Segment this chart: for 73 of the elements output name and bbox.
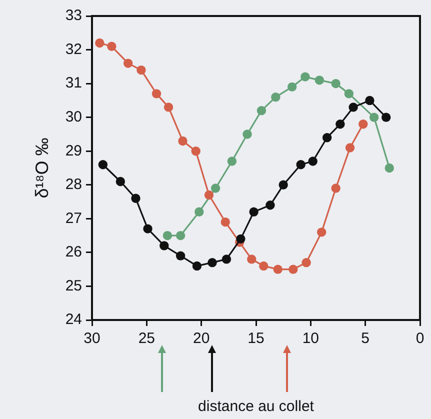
point [249, 207, 258, 217]
point [192, 261, 202, 271]
point [296, 160, 306, 170]
point [308, 156, 318, 166]
point [176, 251, 186, 260]
point [266, 200, 275, 210]
point [242, 130, 252, 139]
point [344, 89, 354, 98]
point [143, 224, 152, 234]
point [322, 133, 332, 142]
point [131, 194, 140, 203]
point [160, 241, 169, 250]
y-tick-label: 29 [65, 142, 82, 160]
point [191, 146, 200, 156]
point [162, 230, 172, 240]
point [256, 106, 266, 116]
x-tick-label: 0 [416, 330, 424, 348]
point [287, 82, 297, 92]
point [271, 92, 280, 102]
point [98, 160, 108, 170]
point [247, 254, 256, 264]
point [302, 258, 311, 268]
point [382, 112, 391, 122]
point [220, 217, 230, 227]
y-tick-label: 31 [65, 74, 82, 92]
y-tick-label: 28 [65, 176, 82, 194]
y-tick-label: 25 [65, 277, 82, 294]
x-tick-label: 15 [248, 330, 264, 348]
point [300, 72, 310, 82]
point [164, 102, 174, 112]
point [273, 264, 282, 274]
y-tick-label: 30 [65, 108, 82, 126]
x-tick-label: 10 [302, 330, 320, 348]
point [348, 102, 358, 112]
point [317, 228, 326, 237]
x-tick-label: 5 [361, 330, 370, 348]
point [227, 156, 237, 166]
y-axis-title: δ¹⁸O ‰ [32, 138, 52, 198]
point [358, 119, 368, 129]
point [331, 78, 340, 88]
point [369, 112, 379, 122]
point [336, 119, 345, 129]
x-tick-label: 30 [84, 330, 100, 348]
y-tick-label: 32 [65, 40, 82, 58]
point [278, 180, 288, 190]
point [95, 38, 104, 48]
point [314, 76, 324, 85]
point [331, 184, 340, 193]
point [136, 65, 146, 75]
x-tick-label: 20 [192, 330, 210, 348]
point [204, 190, 214, 200]
point [259, 261, 268, 271]
point [123, 58, 133, 68]
point [365, 96, 374, 106]
point [194, 207, 204, 217]
point [178, 136, 188, 146]
point [236, 234, 246, 244]
point [176, 230, 186, 240]
point [107, 42, 116, 51]
point [288, 264, 298, 274]
point [345, 143, 355, 152]
y-tick-label: 27 [65, 210, 82, 227]
y-tick-label: 26 [65, 244, 82, 261]
y-tick-label: 24 [65, 311, 82, 328]
x-axis-title: distance au collet [198, 398, 315, 416]
point [210, 184, 220, 193]
point [208, 258, 217, 268]
x-tick-label: 25 [138, 330, 156, 348]
point [116, 176, 126, 186]
point [384, 163, 394, 173]
point [222, 254, 232, 264]
y-tick-label: 33 [65, 7, 82, 24]
point [152, 89, 162, 98]
